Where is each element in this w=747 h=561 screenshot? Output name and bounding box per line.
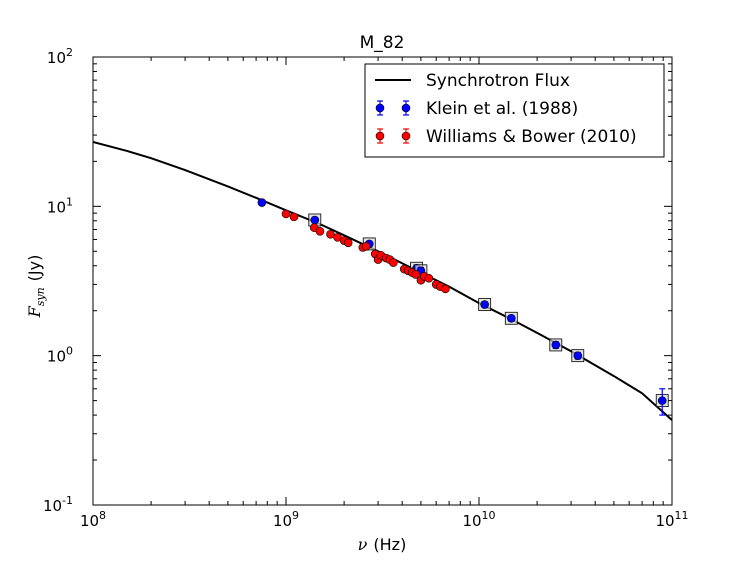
y-tick-label: 102 — [47, 46, 73, 67]
x-tick-base: 10 — [655, 512, 674, 530]
data-point — [289, 212, 299, 222]
legend-marker — [401, 131, 411, 141]
data-point — [657, 396, 667, 405]
synchrotron-flux-line — [93, 140, 672, 421]
y-axis-unit: (Jy) — [25, 255, 44, 282]
data-point — [389, 258, 398, 267]
data-point — [411, 270, 421, 279]
y-tick-base: 10 — [47, 198, 66, 216]
x-tick-base: 10 — [273, 512, 292, 530]
legend-box — [364, 63, 665, 158]
plot-frame — [92, 56, 673, 506]
data-point — [480, 300, 489, 309]
data-point — [506, 313, 516, 323]
y-axis-symbol: F — [25, 305, 44, 318]
y-tick-label: 101 — [47, 195, 73, 216]
series-1-points — [281, 209, 450, 294]
x-axis-label: ν (Hz) — [358, 535, 407, 554]
x-tick-base: 10 — [80, 512, 99, 530]
data-point — [441, 284, 450, 294]
data-point — [326, 229, 335, 239]
data-point — [551, 340, 561, 350]
x-tick-label: 1011 — [655, 509, 688, 530]
legend-marker — [375, 131, 385, 141]
chart-title: M_82 — [360, 33, 405, 53]
y-tick-base: 10 — [47, 49, 66, 67]
data-point — [343, 238, 353, 248]
data-point — [573, 351, 583, 360]
legend-label: Williams & Bower (2010) — [426, 127, 637, 147]
x-tick-exponent: 8 — [99, 509, 106, 522]
x-tick-exponent: 10 — [482, 509, 496, 522]
data-point — [310, 215, 320, 225]
legend-marker — [401, 103, 411, 113]
legend-label: Klein et al. (1988) — [426, 99, 578, 119]
data-point — [281, 209, 291, 219]
y-tick-label: 100 — [47, 345, 73, 366]
plot-layer — [93, 140, 672, 421]
data-point — [315, 227, 325, 236]
x-axis-unit: (Hz) — [373, 535, 406, 554]
data-point — [424, 273, 434, 283]
legend-marker — [375, 103, 385, 113]
y-tick-base: 10 — [47, 348, 66, 366]
y-tick-exponent: 2 — [66, 46, 73, 59]
y-axis-label: Fsyn (Jy) — [25, 255, 47, 319]
x-tick-label: 1010 — [462, 509, 495, 530]
x-tick-exponent: 9 — [292, 509, 299, 522]
y-tick-base: 10 — [43, 497, 62, 515]
y-tick-exponent: 1 — [66, 195, 73, 208]
x-tick-base: 10 — [462, 512, 481, 530]
x-tick-exponent: 11 — [675, 509, 689, 522]
y-tick-exponent: -1 — [62, 494, 73, 507]
x-axis-symbol: ν — [358, 535, 368, 554]
data-point — [361, 241, 371, 251]
x-tick-label: 108 — [80, 509, 106, 530]
x-tick-label: 109 — [273, 509, 299, 530]
legend-label: Synchrotron Flux — [426, 71, 570, 91]
data-point — [257, 198, 267, 207]
y-tick-exponent: 0 — [66, 345, 73, 358]
legend: Synchrotron Flux Klein et al. (1988) Willi… — [364, 63, 665, 158]
y-tick-label: 10-1 — [43, 494, 73, 515]
y-axis-subscript: syn — [34, 287, 47, 306]
